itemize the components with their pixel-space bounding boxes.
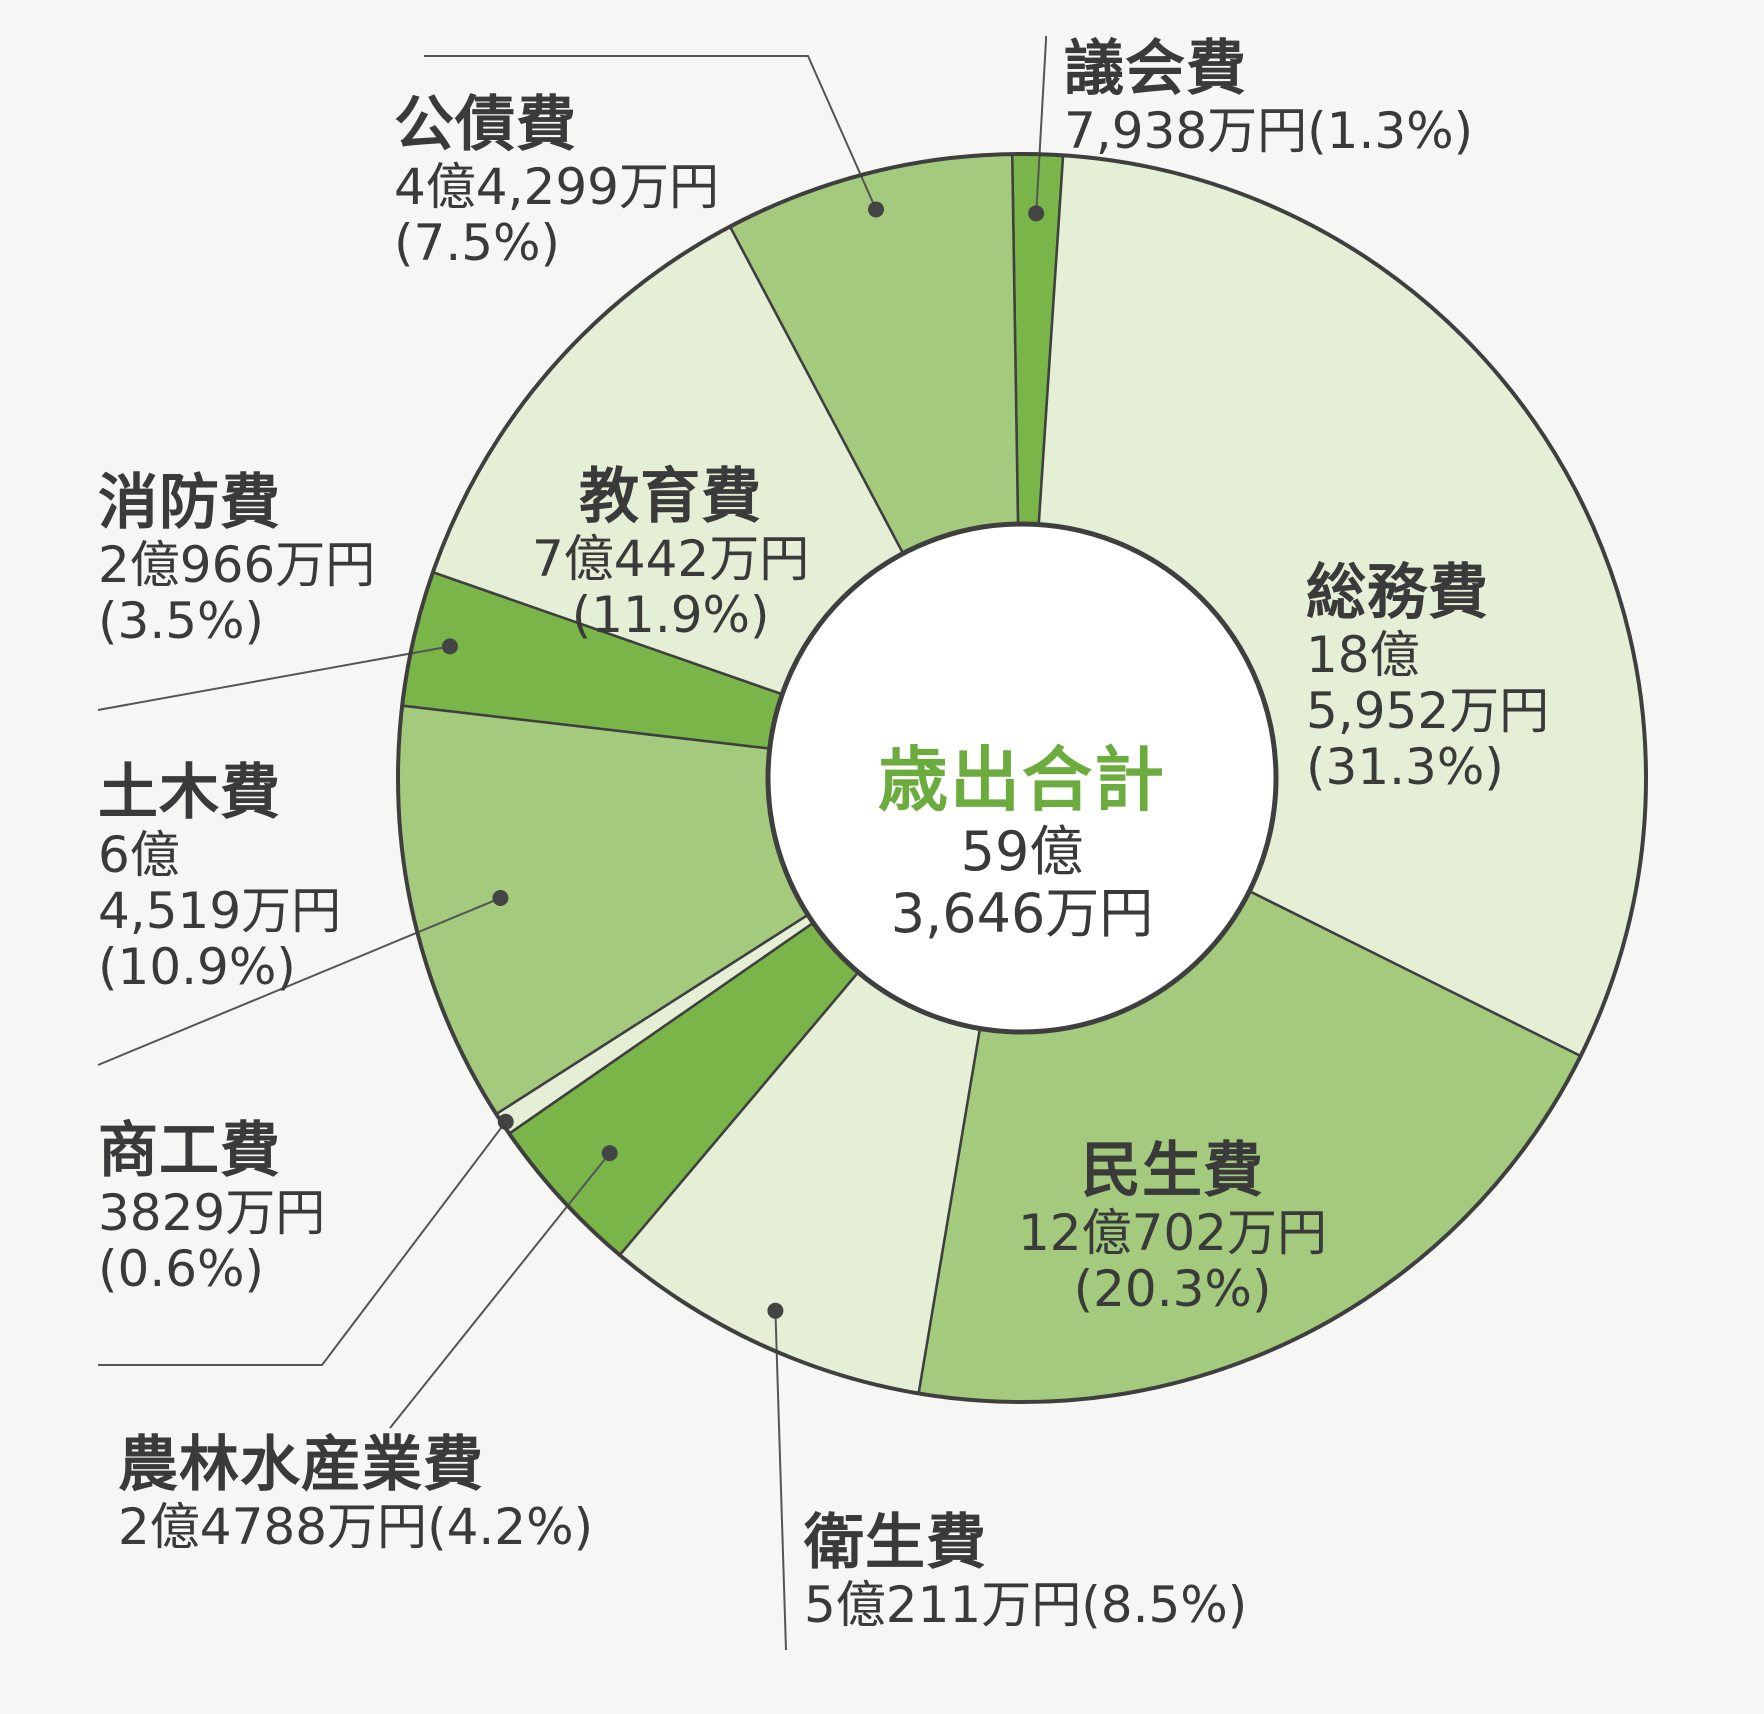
label-name: 消防費 xyxy=(98,468,281,538)
label-amount-man: 4,519万円 xyxy=(98,882,342,941)
center-total-oku: 59億 xyxy=(960,819,1084,883)
label-shokohi: 商工費 3829万円 (0.6%) xyxy=(98,1116,326,1299)
label-percent: (10.9%) xyxy=(98,938,296,997)
leader-dot-norinsuisangyohi xyxy=(601,1145,618,1162)
label-name: 議会費 xyxy=(1064,34,1247,104)
label-percent: (8.5%) xyxy=(1081,1576,1248,1635)
leader-line-kosaihi xyxy=(424,55,877,210)
label-name: 土木費 xyxy=(98,758,281,828)
label-percent: (1.3%) xyxy=(1307,102,1474,161)
label-name: 教育費 xyxy=(579,462,763,532)
leader-line-shokohi xyxy=(98,1121,507,1366)
center-hole xyxy=(765,521,1279,1035)
label-norinsuisangyohi: 農林水産業費 2億4788万円(4.2%) xyxy=(118,1430,594,1557)
label-shobohi: 消防費 2億966万円 (3.5%) xyxy=(98,468,376,651)
label-eiseihi: 衛生費 5億211万円(8.5%) xyxy=(804,1508,1248,1635)
label-name: 農林水産業費 xyxy=(118,1430,484,1500)
label-kyoikuhi: 教育費 7億442万円 (11.9%) xyxy=(532,462,810,645)
outer-ring xyxy=(396,152,1648,1404)
label-percent: (31.3%) xyxy=(1306,738,1504,797)
label-amount: 12億702万円 xyxy=(1018,1204,1328,1263)
leader-dot-shobohi xyxy=(441,638,458,655)
leader-line-norinsuisangyohi xyxy=(389,1152,611,1429)
label-minseihi: 民生費 12億702万円 (20.3%) xyxy=(1018,1136,1328,1319)
center-title: 歳出合計 xyxy=(878,739,1166,821)
leader-dot-eiseihi xyxy=(767,1302,784,1319)
center-total-man: 3,646万円 xyxy=(890,881,1154,945)
leader-dot-kosaihi xyxy=(868,201,885,218)
leader-dot-gikaihi xyxy=(1028,205,1045,222)
label-name: 公債費 xyxy=(394,90,577,160)
label-percent: (0.6%) xyxy=(98,1240,265,1299)
label-amount: 3829万円 xyxy=(98,1184,326,1243)
label-amount-oku: 18億 xyxy=(1306,626,1420,685)
label-amount: 7,938万円 xyxy=(1064,102,1308,161)
leader-line-shobohi xyxy=(97,645,451,711)
label-name: 衛生費 xyxy=(804,1508,987,1578)
label-amount-man: 5,952万円 xyxy=(1306,682,1550,741)
label-percent: (4.2%) xyxy=(427,1498,594,1557)
label-somuhi: 総務費 18億 5,952万円 (31.3%) xyxy=(1306,558,1550,797)
leader-line-eiseihi xyxy=(774,1310,787,1651)
label-kosaihi: 公債費 4億4,299万円 (7.5%) xyxy=(394,90,719,273)
label-name: 商工費 xyxy=(98,1116,281,1186)
label-amount: 2億966万円 xyxy=(98,536,376,595)
label-name: 民生費 xyxy=(1081,1136,1265,1206)
center-label: 歳出合計 59億 3,646万円 xyxy=(862,740,1182,945)
label-percent: (7.5%) xyxy=(394,214,561,273)
label-amount: 7億442万円 xyxy=(532,530,810,589)
label-name: 総務費 xyxy=(1306,558,1489,628)
label-gikaihi: 議会費 7,938万円(1.3%) xyxy=(1064,34,1474,161)
label-percent: (3.5%) xyxy=(98,592,265,651)
label-amount-oku: 6億 xyxy=(98,826,180,885)
label-percent: (20.3%) xyxy=(1073,1260,1272,1319)
label-amount: 5億211万円 xyxy=(804,1576,1082,1635)
leader-dot-dobokuhi xyxy=(492,890,509,907)
label-amount: 2億4788万円 xyxy=(118,1498,428,1557)
label-dobokuhi: 土木費 6億 4,519万円 (10.9%) xyxy=(98,758,342,997)
label-amount: 4億4,299万円 xyxy=(394,158,719,217)
label-percent: (11.9%) xyxy=(571,586,770,645)
leader-line-dobokuhi xyxy=(97,897,501,1066)
